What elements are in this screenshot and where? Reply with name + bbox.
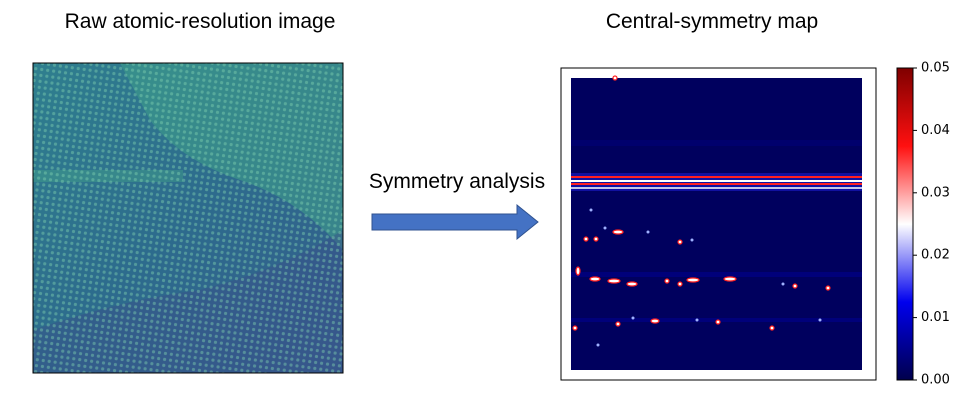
raw-image [32, 62, 344, 374]
arrow [371, 203, 539, 241]
tick-label: 0.01 [921, 310, 950, 325]
tick-label: 0.05 [921, 61, 950, 76]
arrow-label: Symmetry analysis [369, 170, 545, 193]
symmetry-map [560, 67, 877, 381]
tick-label: 0.04 [921, 123, 950, 138]
panel-title: Central-symmetry map [606, 10, 818, 33]
tick-label: 0.02 [921, 248, 950, 263]
panel-title: Raw atomic-resolution image [65, 10, 336, 33]
colorbar-ticks: 0.00 0.01 0.02 0.03 0.04 0.05 [913, 61, 950, 388]
tick-label: 0.03 [921, 185, 950, 200]
tick-label: 0.00 [921, 373, 950, 388]
colorbar [896, 67, 914, 381]
